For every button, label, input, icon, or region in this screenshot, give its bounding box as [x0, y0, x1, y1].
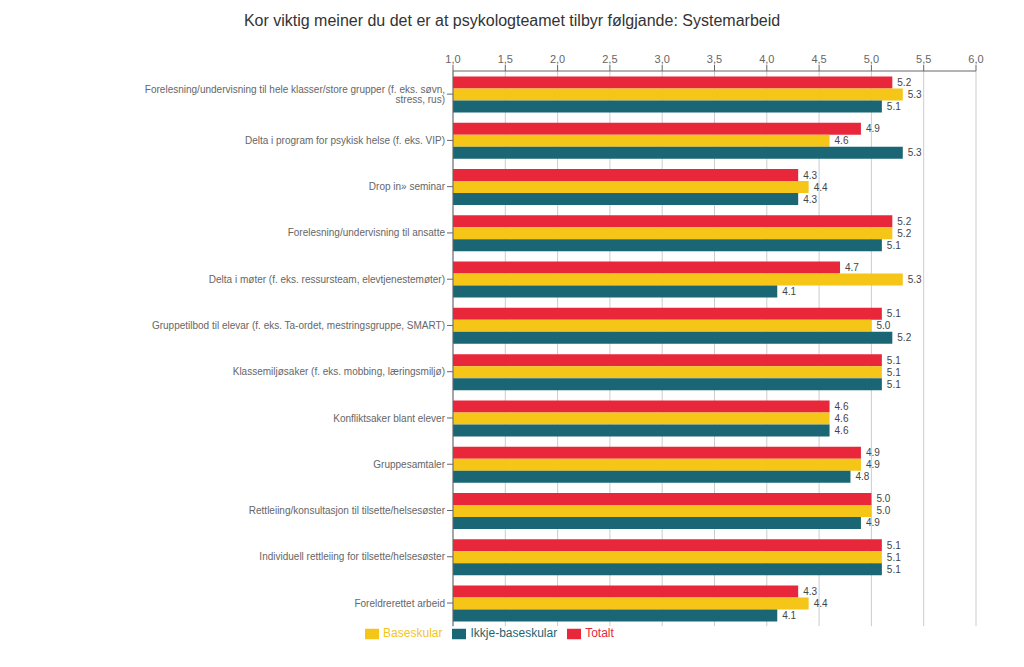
svg-text:5.3: 5.3 — [908, 147, 922, 158]
svg-text:Delta i program for psykisk he: Delta i program for psykisk helse (f. ek… — [245, 135, 445, 146]
svg-text:Klassemiljøsaker (f. eks. mobb: Klassemiljøsaker (f. eks. mobbing, lærin… — [233, 366, 445, 377]
svg-text:Forelesning/undervisning til h: Forelesning/undervisning til hele klasse… — [145, 84, 445, 105]
svg-text:5.1: 5.1 — [887, 240, 901, 251]
svg-text:Foreldrerettet arbeid: Foreldrerettet arbeid — [354, 598, 445, 609]
svg-text:4.9: 4.9 — [866, 517, 880, 528]
svg-text:Konfliktsaker blant elever: Konfliktsaker blant elever — [333, 413, 445, 424]
svg-text:6,0: 6,0 — [968, 53, 983, 65]
svg-text:4.7: 4.7 — [845, 262, 859, 273]
svg-text:4.9: 4.9 — [866, 459, 880, 470]
svg-text:4.6: 4.6 — [835, 135, 849, 146]
svg-text:4.3: 4.3 — [803, 170, 817, 181]
svg-text:Rettleiing/konsultasjon til ti: Rettleiing/konsultasjon til tilsette/hel… — [249, 505, 446, 516]
svg-text:4.8: 4.8 — [855, 471, 869, 482]
svg-text:5.0: 5.0 — [876, 493, 890, 504]
svg-text:4.6: 4.6 — [835, 425, 849, 436]
svg-text:4.9: 4.9 — [866, 123, 880, 134]
svg-text:5.1: 5.1 — [887, 101, 901, 112]
svg-text:5,0: 5,0 — [864, 53, 879, 65]
svg-text:Drop in» seminar: Drop in» seminar — [369, 181, 446, 192]
svg-text:Gruppetilbod til elevar (f. ek: Gruppetilbod til elevar (f. eks. Ta-orde… — [152, 320, 445, 331]
svg-text:5.2: 5.2 — [897, 228, 911, 239]
svg-text:3,5: 3,5 — [707, 53, 722, 65]
html-text:Kor viktig meiner du det er at: Kor viktig meiner du det er at psykologt… — [243, 12, 781, 29]
svg-text:Delta i møter (f. eks. ressurs: Delta i møter (f. eks. ressursteam, elev… — [209, 274, 445, 285]
svg-text:Forelesning/undervisning til a: Forelesning/undervisning til ansatte — [288, 227, 446, 238]
svg-text:1,0: 1,0 — [445, 53, 460, 65]
svg-text:5.1: 5.1 — [887, 379, 901, 390]
svg-text:2,0: 2,0 — [550, 53, 565, 65]
svg-text:5.2: 5.2 — [897, 332, 911, 343]
svg-text:5.1: 5.1 — [887, 367, 901, 378]
svg-text:4.4: 4.4 — [814, 182, 828, 193]
html-text:Ikkje-baseskular: Ikkje-baseskular — [470, 626, 558, 641]
html-text:Totalt: Totalt — [585, 626, 614, 641]
svg-text:5.3: 5.3 — [908, 89, 922, 100]
svg-text:4.6: 4.6 — [835, 413, 849, 424]
svg-text:5,5: 5,5 — [916, 53, 931, 65]
svg-text:Gruppesamtaler: Gruppesamtaler — [373, 459, 445, 470]
svg-text:5.1: 5.1 — [887, 540, 901, 551]
svg-text:5.3: 5.3 — [908, 274, 922, 285]
svg-text:4.9: 4.9 — [866, 447, 880, 458]
svg-text:2,5: 2,5 — [602, 53, 617, 65]
svg-text:4.3: 4.3 — [803, 586, 817, 597]
svg-text:4,0: 4,0 — [759, 53, 774, 65]
svg-text:Individuell rettleiing for til: Individuell rettleiing for tilsette/hels… — [259, 551, 445, 562]
svg-text:5.2: 5.2 — [897, 77, 911, 88]
svg-text:3,0: 3,0 — [655, 53, 670, 65]
svg-text:4.3: 4.3 — [803, 194, 817, 205]
svg-text:5.0: 5.0 — [876, 320, 890, 331]
svg-text:5.1: 5.1 — [887, 355, 901, 366]
svg-text:5.1: 5.1 — [887, 564, 901, 575]
svg-text:4.4: 4.4 — [814, 598, 828, 609]
svg-text:5.2: 5.2 — [897, 216, 911, 227]
svg-text:5.1: 5.1 — [887, 552, 901, 563]
svg-text:4.6: 4.6 — [835, 401, 849, 412]
svg-text:4,5: 4,5 — [811, 53, 826, 65]
svg-text:1,5: 1,5 — [498, 53, 513, 65]
svg-text:5.0: 5.0 — [876, 505, 890, 516]
svg-text:5.1: 5.1 — [887, 308, 901, 319]
html-text:Baseskular: Baseskular — [383, 626, 443, 641]
svg-text:4.1: 4.1 — [782, 286, 796, 297]
svg-text:4.1: 4.1 — [782, 610, 796, 621]
